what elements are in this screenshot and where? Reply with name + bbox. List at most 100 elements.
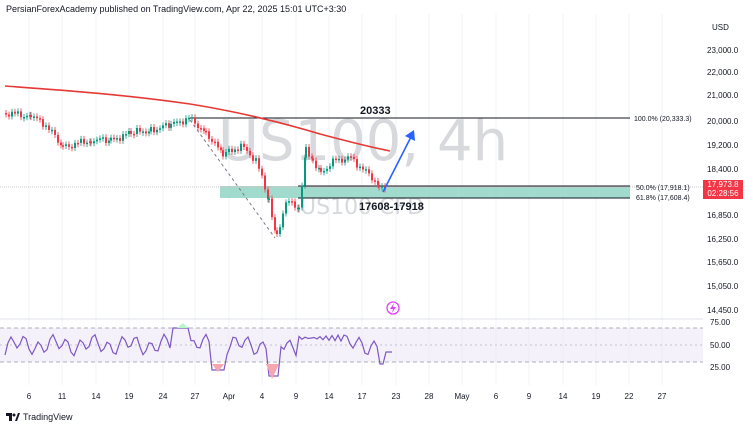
- candle-body: [197, 123, 199, 129]
- candle-body: [86, 142, 88, 145]
- candle-body: [323, 170, 325, 173]
- candle-body: [344, 159, 346, 163]
- candle-body: [362, 166, 364, 170]
- candle-body: [252, 155, 254, 161]
- candle-body: [125, 134, 127, 136]
- time-tick: 24: [159, 392, 168, 401]
- flash-icon[interactable]: [386, 301, 400, 315]
- candle-body: [130, 131, 132, 134]
- price-axis[interactable]: [703, 0, 753, 428]
- time-tick: 14: [559, 392, 568, 401]
- candle-body: [42, 119, 44, 127]
- candle-body: [62, 145, 64, 147]
- candle-body: [243, 143, 245, 148]
- candle-body: [116, 138, 118, 140]
- candle-body: [285, 202, 287, 214]
- rsi-oversold-fill-1: [212, 364, 224, 372]
- last-price-value: 17,973.8: [707, 180, 739, 189]
- rsi-ticks: 75.00 50.00 25.00: [710, 318, 731, 372]
- time-tick: 6: [494, 392, 499, 401]
- candle-body: [377, 180, 379, 185]
- candle-body: [108, 140, 110, 144]
- candle-body: [14, 111, 16, 114]
- candle-body: [33, 116, 35, 118]
- candle-body: [45, 125, 47, 127]
- candle-body: [320, 167, 322, 172]
- candle-body: [217, 141, 219, 148]
- candle-body: [30, 114, 32, 118]
- time-tick: 9: [527, 392, 532, 401]
- candle-body: [246, 147, 248, 151]
- price-tick: 21,000.0: [707, 91, 739, 100]
- tradingview-logo[interactable]: TradingView: [6, 412, 73, 422]
- candle-body: [305, 146, 307, 158]
- price-tick: 19,200.0: [707, 141, 739, 150]
- time-tick: 6: [27, 392, 32, 401]
- candle-body: [159, 128, 161, 130]
- candle-body: [359, 166, 361, 169]
- candle-body: [276, 230, 278, 235]
- candle-body: [271, 198, 273, 218]
- rsi-line: [4, 327, 392, 377]
- candle-body: [282, 213, 284, 228]
- candle-body: [142, 131, 144, 133]
- candle-body: [255, 158, 257, 161]
- candle-body: [341, 158, 343, 163]
- currency-label: USD: [712, 23, 729, 32]
- candle-body: [298, 207, 300, 210]
- candle-body: [338, 158, 340, 161]
- candle-body: [222, 150, 224, 157]
- candle-body: [105, 137, 107, 144]
- candle-body: [274, 217, 276, 231]
- candle-body: [39, 118, 41, 120]
- projection-arrow: [382, 132, 414, 193]
- time-axis[interactable]: 6 11 14 19 24 27 Apr 4 9 14 17 23 28 May 6 9 14 19 22 27: [27, 392, 667, 401]
- candle-body: [5, 113, 7, 115]
- fib-50-label: 50.0% (17,918.1): [636, 185, 690, 192]
- fib-zone: [220, 186, 630, 198]
- time-tick: 27: [191, 392, 200, 401]
- candle-body: [83, 138, 85, 144]
- candle-body: [374, 180, 376, 182]
- candle-body: [220, 147, 222, 151]
- candle-body: [240, 143, 242, 151]
- time-tick: 14: [92, 392, 101, 401]
- price-tick: 16,250.0: [707, 235, 739, 244]
- time-tick: 14: [325, 392, 334, 401]
- candle-body: [11, 111, 13, 117]
- price-tick: 16,850.0: [707, 211, 739, 220]
- candle-body: [378, 184, 380, 188]
- candle-body: [119, 138, 121, 141]
- candle-body: [48, 125, 50, 130]
- time-tick: 28: [425, 392, 434, 401]
- candle-body: [96, 139, 98, 142]
- candle-body: [267, 189, 269, 200]
- tradingview-icon: [6, 413, 20, 421]
- candle-body: [176, 121, 178, 123]
- candle-body: [365, 169, 367, 171]
- publisher-line: PersianForexAcademy published on Trading…: [6, 4, 347, 14]
- candle-body: [54, 129, 56, 135]
- time-tick: 23: [392, 392, 401, 401]
- candle-body: [249, 150, 251, 156]
- moving-average-line: [4, 85, 391, 152]
- candle-body: [60, 142, 62, 146]
- candle-body: [162, 125, 164, 129]
- fib-100-label: 100.0% (20,333.3): [634, 116, 692, 123]
- candle-body: [228, 148, 230, 153]
- candle-body: [335, 158, 337, 161]
- candle-body: [291, 201, 293, 203]
- candle-body: [279, 227, 281, 235]
- candle-body: [51, 129, 53, 132]
- candle-body: [332, 158, 334, 167]
- candle-body: [113, 137, 115, 140]
- time-tick: 19: [125, 392, 134, 401]
- zone-label: 17608-17918: [359, 201, 424, 213]
- candle-body: [74, 142, 76, 148]
- candle-body: [205, 130, 207, 133]
- candle-body: [203, 128, 205, 131]
- price-tick: 15,050.0: [707, 282, 739, 291]
- candle-body: [312, 158, 314, 161]
- candle-body: [173, 121, 175, 124]
